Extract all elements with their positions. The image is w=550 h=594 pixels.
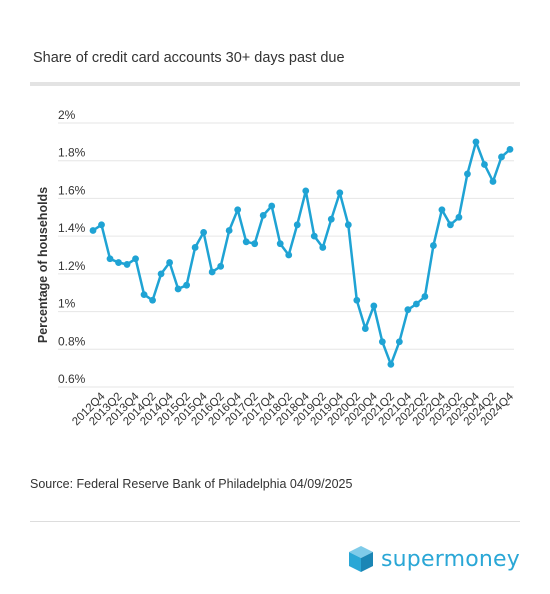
data-point-2016Q1 (208, 268, 216, 276)
data-point-2018Q1 (276, 240, 284, 248)
y-tick-label: 1.2% (58, 259, 86, 273)
data-point-2024Q1 (481, 161, 488, 168)
footer-divider (30, 521, 520, 522)
series-line (92, 140, 511, 366)
data-point-2019Q3 (327, 215, 335, 223)
data-point-2013Q2 (115, 259, 122, 266)
chart-title: Share of credit card accounts 30+ days p… (33, 50, 345, 66)
y-axis-label: Percentage of households (36, 187, 50, 343)
data-point-2023Q2 (455, 213, 463, 221)
header-divider (30, 82, 520, 86)
data-point-2020Q1 (344, 221, 352, 229)
data-point-2024Q4 (506, 146, 514, 153)
cube-logo-icon (349, 546, 373, 572)
data-point-2015Q4 (200, 228, 208, 236)
data-point-2021Q3 (395, 338, 403, 346)
data-point-2021Q2 (387, 360, 395, 368)
y-tick-label: 1% (58, 297, 76, 311)
data-point-2017Q4 (268, 202, 276, 210)
data-point-2015Q1 (174, 285, 182, 293)
data-point-2018Q4 (302, 187, 310, 195)
y-tick-labels: 0.6% 0.8% 1% 1.2% 1.4% 1.6% 1.8% 2% (58, 108, 86, 386)
series-group (89, 138, 514, 368)
data-point-2019Q1 (310, 232, 318, 240)
data-point-2017Q1 (242, 238, 250, 246)
data-point-2020Q2 (353, 296, 361, 304)
y-tick-label: 0.6% (58, 372, 86, 386)
data-point-2022Q4 (438, 206, 446, 214)
data-point-2019Q4 (336, 189, 344, 197)
data-point-2018Q2 (285, 251, 293, 259)
data-point-2021Q4 (404, 306, 412, 314)
data-point-2015Q3 (191, 244, 199, 251)
data-point-2024Q3 (498, 153, 505, 161)
y-tick-label: 0.8% (58, 334, 86, 348)
data-point-2022Q3 (430, 242, 437, 249)
logo-wordmark: supermoney (381, 546, 520, 572)
data-point-2020Q3 (361, 325, 369, 332)
x-tick-labels: 2012Q42013Q22013Q42014Q22014Q42015Q22015… (70, 390, 516, 428)
data-point-2016Q2 (217, 262, 225, 270)
data-point-2018Q3 (293, 221, 301, 229)
data-point-2014Q1 (140, 291, 148, 298)
data-point-2020Q4 (370, 302, 378, 310)
y-tick-label: 2% (58, 108, 76, 122)
data-point-2016Q3 (225, 227, 233, 234)
data-point-2014Q3 (157, 270, 165, 278)
data-point-2023Q1 (447, 221, 454, 229)
supermoney-logo: supermoney (347, 543, 520, 575)
data-point-2014Q2 (149, 296, 156, 304)
data-point-2013Q4 (132, 255, 139, 263)
data-point-2014Q4 (166, 259, 173, 266)
data-point-2017Q2 (251, 240, 259, 248)
data-point-2012Q4 (98, 221, 105, 229)
data-point-2013Q3 (123, 261, 131, 268)
data-point-2023Q3 (464, 170, 471, 178)
data-point-2015Q2 (183, 281, 191, 289)
data-point-2023Q4 (472, 138, 480, 146)
data-point-2013Q1 (106, 255, 114, 263)
grid-lines (58, 122, 514, 388)
data-point-2019Q2 (319, 244, 327, 251)
y-tick-label: 1.6% (58, 183, 86, 197)
y-tick-label: 1.4% (58, 221, 86, 235)
data-point-2022Q1 (412, 300, 420, 308)
data-point-2021Q1 (378, 338, 386, 346)
line-chart: 0.6% 0.8% 1% 1.2% 1.4% 1.6% 1.8% 2% Percentage … (36, 108, 517, 428)
source-note: Source: Federal Reserve Bank of Philadel… (30, 477, 353, 491)
data-point-2017Q3 (259, 212, 267, 219)
data-point-2016Q4 (234, 206, 242, 214)
y-tick-label: 1.8% (58, 146, 86, 160)
data-point-2022Q2 (421, 293, 429, 300)
data-point-2012Q3 (89, 227, 97, 234)
data-point-2024Q2 (489, 178, 497, 185)
